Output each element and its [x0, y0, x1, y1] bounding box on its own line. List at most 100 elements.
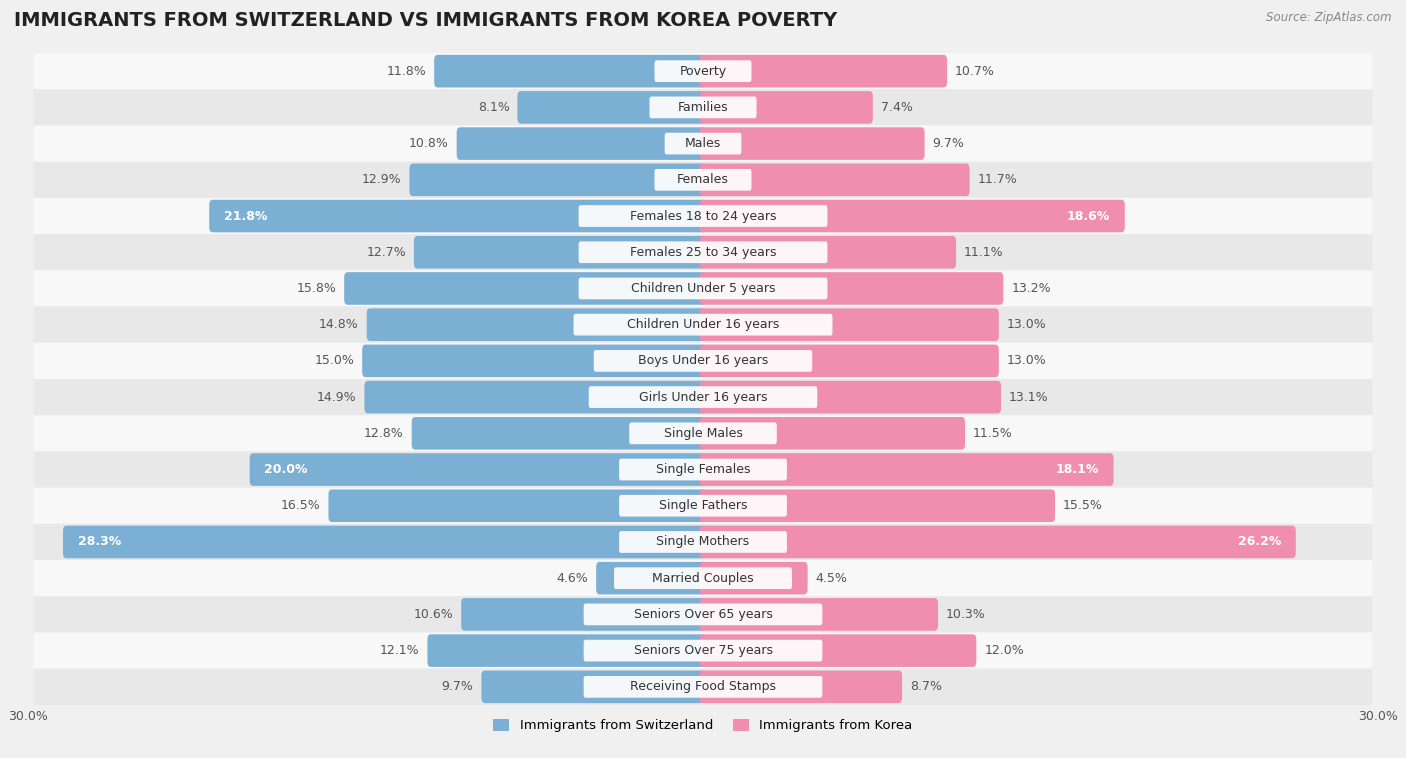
FancyBboxPatch shape — [619, 495, 787, 517]
FancyBboxPatch shape — [665, 133, 741, 155]
FancyBboxPatch shape — [700, 453, 1114, 486]
FancyBboxPatch shape — [461, 598, 706, 631]
FancyBboxPatch shape — [364, 381, 706, 413]
Text: 11.5%: 11.5% — [973, 427, 1012, 440]
FancyBboxPatch shape — [700, 526, 1296, 558]
FancyBboxPatch shape — [700, 199, 1125, 232]
FancyBboxPatch shape — [34, 126, 1372, 161]
FancyBboxPatch shape — [619, 531, 787, 553]
Text: Females 18 to 24 years: Females 18 to 24 years — [630, 209, 776, 223]
FancyBboxPatch shape — [457, 127, 706, 160]
Text: 26.2%: 26.2% — [1237, 535, 1281, 549]
FancyBboxPatch shape — [579, 205, 827, 227]
FancyBboxPatch shape — [34, 271, 1372, 306]
FancyBboxPatch shape — [700, 272, 1004, 305]
Text: IMMIGRANTS FROM SWITZERLAND VS IMMIGRANTS FROM KOREA POVERTY: IMMIGRANTS FROM SWITZERLAND VS IMMIGRANT… — [14, 11, 838, 30]
FancyBboxPatch shape — [655, 169, 751, 191]
Text: 12.7%: 12.7% — [367, 246, 406, 258]
FancyBboxPatch shape — [63, 526, 706, 558]
FancyBboxPatch shape — [34, 306, 1372, 343]
Text: Married Couples: Married Couples — [652, 572, 754, 584]
FancyBboxPatch shape — [630, 422, 776, 444]
FancyBboxPatch shape — [34, 415, 1372, 452]
FancyBboxPatch shape — [34, 669, 1372, 705]
FancyBboxPatch shape — [434, 55, 706, 87]
Legend: Immigrants from Switzerland, Immigrants from Korea: Immigrants from Switzerland, Immigrants … — [488, 713, 918, 738]
Text: Girls Under 16 years: Girls Under 16 years — [638, 390, 768, 403]
Text: 13.0%: 13.0% — [1007, 355, 1046, 368]
FancyBboxPatch shape — [574, 314, 832, 336]
Text: 13.1%: 13.1% — [1010, 390, 1049, 403]
FancyBboxPatch shape — [655, 61, 751, 82]
Text: 4.5%: 4.5% — [815, 572, 848, 584]
FancyBboxPatch shape — [34, 524, 1372, 560]
FancyBboxPatch shape — [363, 345, 706, 377]
FancyBboxPatch shape — [344, 272, 706, 305]
FancyBboxPatch shape — [209, 199, 706, 232]
Text: 15.0%: 15.0% — [315, 355, 354, 368]
FancyBboxPatch shape — [34, 597, 1372, 632]
FancyBboxPatch shape — [413, 236, 706, 268]
FancyBboxPatch shape — [517, 91, 706, 124]
FancyBboxPatch shape — [700, 381, 1001, 413]
FancyBboxPatch shape — [34, 560, 1372, 597]
FancyBboxPatch shape — [34, 234, 1372, 271]
Text: 18.6%: 18.6% — [1067, 209, 1111, 223]
Text: 16.5%: 16.5% — [281, 500, 321, 512]
FancyBboxPatch shape — [34, 632, 1372, 669]
Text: 20.0%: 20.0% — [264, 463, 308, 476]
Text: 13.2%: 13.2% — [1011, 282, 1050, 295]
FancyBboxPatch shape — [619, 459, 787, 481]
FancyBboxPatch shape — [34, 379, 1372, 415]
Text: 11.8%: 11.8% — [387, 64, 426, 77]
Text: 21.8%: 21.8% — [224, 209, 267, 223]
Text: 10.6%: 10.6% — [413, 608, 453, 621]
FancyBboxPatch shape — [700, 236, 956, 268]
FancyBboxPatch shape — [700, 309, 998, 341]
Text: 30.0%: 30.0% — [8, 710, 48, 723]
FancyBboxPatch shape — [700, 345, 998, 377]
FancyBboxPatch shape — [700, 634, 976, 667]
FancyBboxPatch shape — [614, 567, 792, 589]
Text: 4.6%: 4.6% — [557, 572, 588, 584]
FancyBboxPatch shape — [427, 634, 706, 667]
FancyBboxPatch shape — [593, 350, 813, 371]
Text: 30.0%: 30.0% — [1358, 710, 1398, 723]
FancyBboxPatch shape — [34, 487, 1372, 524]
Text: Children Under 5 years: Children Under 5 years — [631, 282, 775, 295]
Text: Children Under 16 years: Children Under 16 years — [627, 318, 779, 331]
Text: Receiving Food Stamps: Receiving Food Stamps — [630, 681, 776, 694]
Text: Seniors Over 75 years: Seniors Over 75 years — [634, 644, 772, 657]
Text: 8.7%: 8.7% — [910, 681, 942, 694]
FancyBboxPatch shape — [34, 343, 1372, 379]
FancyBboxPatch shape — [583, 640, 823, 662]
Text: Source: ZipAtlas.com: Source: ZipAtlas.com — [1267, 11, 1392, 24]
Text: Single Females: Single Females — [655, 463, 751, 476]
Text: 12.0%: 12.0% — [984, 644, 1024, 657]
Text: Poverty: Poverty — [679, 64, 727, 77]
Text: 12.9%: 12.9% — [361, 174, 402, 186]
FancyBboxPatch shape — [700, 55, 948, 87]
Text: 13.0%: 13.0% — [1007, 318, 1046, 331]
Text: Males: Males — [685, 137, 721, 150]
FancyBboxPatch shape — [583, 603, 823, 625]
FancyBboxPatch shape — [34, 89, 1372, 126]
Text: 11.7%: 11.7% — [977, 174, 1017, 186]
Text: Seniors Over 65 years: Seniors Over 65 years — [634, 608, 772, 621]
FancyBboxPatch shape — [700, 598, 938, 631]
FancyBboxPatch shape — [596, 562, 706, 594]
FancyBboxPatch shape — [700, 164, 970, 196]
FancyBboxPatch shape — [481, 671, 706, 703]
Text: 28.3%: 28.3% — [77, 535, 121, 549]
Text: 7.4%: 7.4% — [880, 101, 912, 114]
Text: 14.8%: 14.8% — [319, 318, 359, 331]
Text: 18.1%: 18.1% — [1056, 463, 1099, 476]
Text: Families: Families — [678, 101, 728, 114]
Text: 15.5%: 15.5% — [1063, 500, 1102, 512]
FancyBboxPatch shape — [409, 164, 706, 196]
Text: Single Males: Single Males — [664, 427, 742, 440]
Text: 9.7%: 9.7% — [932, 137, 965, 150]
Text: 10.3%: 10.3% — [946, 608, 986, 621]
Text: 11.1%: 11.1% — [965, 246, 1004, 258]
FancyBboxPatch shape — [583, 676, 823, 697]
